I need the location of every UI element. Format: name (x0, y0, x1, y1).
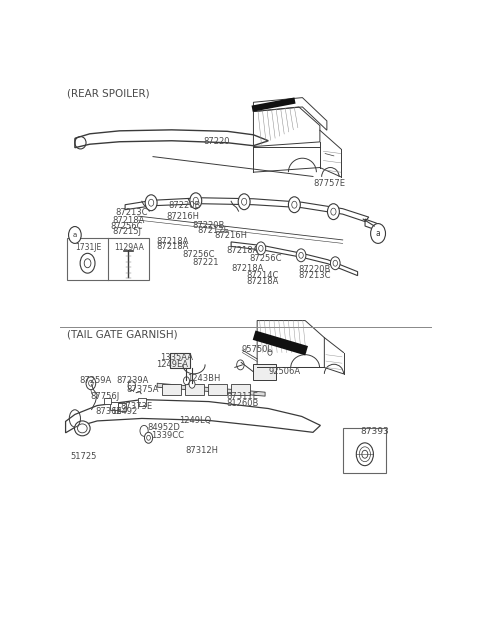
Text: 87393: 87393 (360, 427, 389, 436)
Text: 87373E: 87373E (120, 402, 153, 410)
Text: a: a (376, 229, 381, 238)
Bar (253, 364, 276, 380)
Text: 87311E: 87311E (227, 392, 259, 401)
Text: 92506A: 92506A (269, 367, 301, 376)
Text: 87216H: 87216H (215, 231, 247, 240)
Text: 87215J: 87215J (112, 227, 141, 236)
Circle shape (256, 242, 266, 255)
Text: (TAIL GATE GARNISH): (TAIL GATE GARNISH) (67, 329, 177, 339)
Circle shape (84, 259, 91, 268)
Circle shape (330, 257, 340, 270)
Circle shape (288, 197, 300, 213)
Text: 87256C: 87256C (183, 250, 215, 259)
Text: (REAR SPOILER): (REAR SPOILER) (67, 88, 149, 98)
Text: 87212E: 87212E (198, 225, 229, 234)
Text: 87218A: 87218A (246, 276, 278, 285)
Text: 87256C: 87256C (250, 254, 282, 263)
Bar (118, 403, 126, 410)
Text: 1129AA: 1129AA (114, 243, 144, 252)
Text: 87256C: 87256C (110, 222, 143, 231)
Text: 87375A: 87375A (126, 384, 159, 393)
Text: 87213C: 87213C (115, 208, 147, 217)
Text: 87756J: 87756J (91, 392, 120, 401)
Text: 1335AA: 1335AA (160, 354, 192, 363)
Text: 87239A: 87239A (117, 376, 149, 385)
Text: 1243BH: 1243BH (187, 374, 221, 383)
Text: 1249EA: 1249EA (156, 361, 188, 370)
Circle shape (190, 193, 202, 209)
Text: 87757E: 87757E (313, 180, 345, 189)
Bar (110, 402, 118, 410)
Ellipse shape (74, 421, 90, 436)
Text: 87218A: 87218A (156, 242, 189, 251)
Text: 87366: 87366 (96, 408, 122, 417)
Circle shape (371, 223, 385, 243)
Text: 84952D: 84952D (147, 423, 180, 432)
Circle shape (140, 426, 148, 436)
Polygon shape (66, 399, 321, 433)
Bar (162, 384, 181, 395)
Circle shape (327, 204, 339, 220)
Text: 87220: 87220 (203, 137, 230, 146)
Text: 87218A: 87218A (232, 264, 264, 273)
Circle shape (296, 249, 306, 261)
Circle shape (69, 227, 81, 243)
Text: 81260B: 81260B (227, 399, 259, 408)
Bar (104, 397, 110, 404)
Text: 12492: 12492 (111, 408, 138, 417)
Circle shape (145, 194, 157, 211)
Text: 87214C: 87214C (246, 271, 278, 280)
Ellipse shape (77, 424, 87, 433)
Circle shape (144, 432, 153, 443)
Text: 87218A: 87218A (112, 216, 144, 225)
Text: 51725: 51725 (71, 452, 97, 461)
Circle shape (189, 380, 195, 388)
Text: 1249LQ: 1249LQ (179, 416, 211, 425)
Text: 87218A: 87218A (227, 247, 259, 255)
Circle shape (80, 253, 95, 273)
Circle shape (356, 443, 373, 466)
Text: 87216H: 87216H (166, 212, 199, 221)
Text: 1339CC: 1339CC (151, 431, 184, 440)
Text: 87312H: 87312H (186, 446, 219, 455)
Circle shape (238, 194, 250, 210)
Circle shape (128, 381, 135, 391)
Text: 87221: 87221 (192, 258, 218, 267)
Text: 87220B: 87220B (298, 265, 330, 274)
Circle shape (362, 450, 368, 459)
Bar (208, 384, 227, 395)
Text: 87220B: 87220B (168, 201, 200, 210)
Bar (138, 398, 145, 406)
Circle shape (359, 447, 371, 462)
Circle shape (86, 377, 96, 390)
Text: a: a (73, 232, 77, 238)
Text: 87218A: 87218A (156, 237, 189, 246)
Circle shape (237, 360, 244, 370)
Bar (231, 384, 250, 395)
Text: 87259A: 87259A (79, 376, 111, 385)
Bar (170, 354, 190, 368)
Text: 87220B: 87220B (192, 220, 225, 229)
Text: 95750L: 95750L (241, 345, 272, 354)
Bar (344, 428, 386, 473)
Bar (67, 238, 148, 280)
Circle shape (183, 377, 190, 384)
Text: 87213C: 87213C (298, 270, 331, 279)
Bar (185, 384, 204, 395)
Text: 1731JE: 1731JE (75, 243, 101, 252)
